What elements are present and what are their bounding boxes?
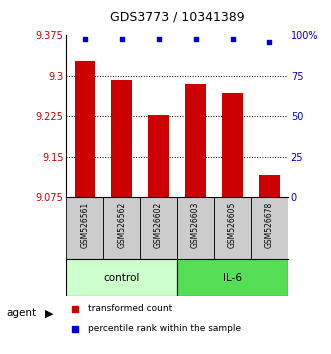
Bar: [185, 84, 206, 197]
Text: agent: agent: [7, 308, 37, 318]
Bar: [222, 93, 243, 197]
Text: GSM526561: GSM526561: [80, 202, 89, 248]
Text: GDS3773 / 10341389: GDS3773 / 10341389: [110, 10, 244, 23]
Bar: [148, 115, 169, 197]
Point: [72, 306, 78, 312]
Point: [119, 36, 124, 41]
Bar: [140, 197, 177, 259]
Bar: [74, 61, 95, 197]
Bar: [66, 197, 103, 259]
Point: [156, 36, 161, 41]
Bar: [66, 259, 177, 296]
Bar: [112, 80, 132, 197]
Text: transformed count: transformed count: [88, 304, 173, 313]
Bar: [177, 259, 288, 296]
Text: GSM526678: GSM526678: [265, 202, 274, 248]
Point: [267, 39, 272, 45]
Bar: [251, 197, 288, 259]
Bar: [177, 197, 214, 259]
Bar: [214, 197, 251, 259]
Point: [230, 36, 235, 41]
Text: GSM526562: GSM526562: [117, 202, 126, 248]
Text: GSM526603: GSM526603: [191, 202, 200, 248]
Text: GSM526605: GSM526605: [228, 202, 237, 248]
Text: ▶: ▶: [45, 308, 53, 318]
Text: percentile rank within the sample: percentile rank within the sample: [88, 325, 242, 333]
Text: IL-6: IL-6: [223, 273, 242, 283]
Point: [193, 36, 198, 41]
Bar: [103, 197, 140, 259]
Bar: [259, 175, 280, 197]
Text: control: control: [104, 273, 140, 283]
Text: GSM526602: GSM526602: [154, 202, 163, 248]
Point: [72, 326, 78, 332]
Point: [82, 36, 87, 41]
